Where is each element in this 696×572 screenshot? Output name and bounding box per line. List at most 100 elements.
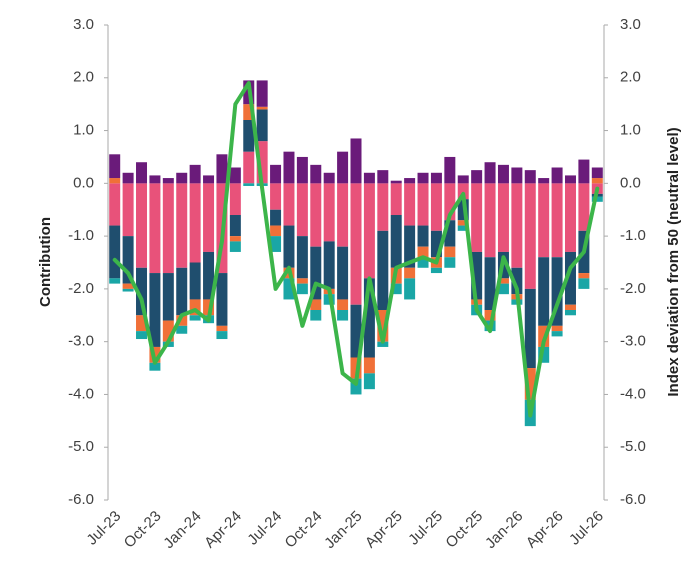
bar-segment [524, 288, 536, 369]
y2-tick-label: -4.0 [620, 385, 646, 402]
bar-segment [256, 141, 268, 184]
bar-segment [216, 331, 228, 340]
bar-segment [296, 156, 308, 184]
y-tick-label: 2.0 [73, 69, 94, 86]
bar-segment [484, 310, 496, 321]
bar-segment [203, 299, 215, 316]
bar-segment [538, 257, 550, 326]
bar-segment [417, 172, 429, 184]
bar-segment [310, 183, 322, 247]
bar-segment [417, 225, 429, 247]
bar-segment [390, 283, 402, 295]
y-tick-label: 3.0 [73, 16, 94, 33]
bar-segment [471, 170, 483, 184]
bar-segment [404, 225, 416, 268]
bar-segment [457, 220, 469, 226]
bar-segment [390, 180, 402, 184]
x-tick-label: Apr-26 [523, 508, 567, 552]
x-tick-label: Jul-26 [566, 508, 607, 549]
bar-segment [229, 167, 241, 184]
x-tick-label: Apr-24 [201, 508, 245, 552]
bar-segment [444, 220, 456, 247]
bar-segment [296, 236, 308, 279]
bar-segment [243, 151, 255, 184]
bar-segment [296, 283, 308, 295]
bar-segment [109, 278, 121, 284]
bar-segment [578, 159, 590, 184]
bar-segment [149, 183, 161, 274]
bar-segment [350, 138, 362, 184]
bar-segment [564, 183, 576, 252]
bar-segment [243, 104, 255, 120]
bar-segment [149, 362, 161, 371]
bar-segment [162, 178, 174, 184]
bar-segment [189, 299, 201, 316]
bar-segment [310, 310, 322, 321]
bar-segment [229, 183, 241, 215]
y-tick-label: -2.0 [68, 280, 94, 297]
bar-segment [283, 225, 295, 268]
bar-segment [296, 183, 308, 237]
bar-segment [377, 230, 389, 310]
bar-segment [283, 183, 295, 226]
y2-tick-label: -6.0 [620, 491, 646, 508]
bar-segment [109, 154, 121, 179]
bar-segment [310, 246, 322, 300]
bar-segment [578, 278, 590, 289]
bar-segment [404, 278, 416, 300]
bar-segment [216, 273, 228, 326]
bar-segment [551, 331, 563, 337]
bar-segment [216, 154, 228, 184]
bar-segment [377, 341, 389, 347]
bar-segment [564, 251, 576, 305]
bar-segment [551, 325, 563, 332]
bar-segment [377, 310, 389, 342]
bar-segment [323, 172, 335, 184]
bar-segment [484, 257, 496, 310]
bar-segment [471, 183, 483, 252]
bar-segment [283, 151, 295, 184]
bar-segment [256, 109, 268, 142]
y2-tick-label: 1.0 [620, 122, 641, 139]
bar-segment [404, 183, 416, 226]
bar-segment [162, 320, 174, 342]
bar-segment [524, 183, 536, 289]
bar-segment [457, 225, 469, 231]
bar-segment [497, 283, 509, 295]
bar-segment [337, 246, 349, 300]
bar-segment [457, 183, 469, 200]
bar-segment [109, 178, 121, 184]
bar-segment [524, 170, 536, 184]
bar-segment [484, 183, 496, 258]
y-tick-label: -5.0 [68, 438, 94, 455]
bar-segment [430, 172, 442, 184]
bar-segment [176, 183, 188, 268]
bar-segment [538, 178, 550, 184]
bar-segment [404, 178, 416, 184]
bar-segment [149, 175, 161, 184]
bar-segment [511, 167, 523, 184]
bar-segment [551, 257, 563, 326]
bar-segment [471, 251, 483, 300]
bar-segment [350, 304, 362, 358]
bar-segment [149, 273, 161, 347]
bar-segment [363, 172, 375, 184]
x-tick-label: Apr-25 [362, 508, 406, 552]
y-tick-label: -4.0 [68, 385, 94, 402]
bar-segment [296, 278, 308, 284]
bar-segment [363, 183, 375, 279]
y-tick-label: -6.0 [68, 491, 94, 508]
bar-segment [270, 236, 282, 252]
bar-segment [538, 183, 550, 258]
bar-segment [136, 315, 148, 332]
bar-segment [390, 215, 402, 268]
y-tick-label: -3.0 [68, 333, 94, 350]
x-tick-label: Jan-25 [321, 508, 365, 552]
bar-segment [591, 178, 603, 184]
bar-segment [176, 315, 188, 326]
bar-segment [122, 236, 134, 284]
bar-segment [136, 331, 148, 340]
bar-segment [377, 170, 389, 184]
bar-segment [497, 164, 509, 184]
bar-segment [337, 310, 349, 321]
